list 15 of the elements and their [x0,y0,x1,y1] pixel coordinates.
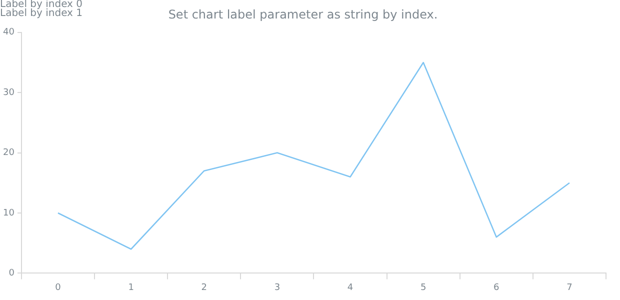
x-tick-label: 3 [274,282,280,293]
x-tick-label: 5 [420,282,426,293]
x-tick-label: 4 [347,282,354,293]
x-tick-label: 6 [494,282,500,293]
y-tick-label: 10 [3,208,15,218]
y-tick-label: 0 [8,268,15,279]
y-tick-label: 20 [3,148,15,158]
y-tick-label: 30 [3,88,15,98]
x-tick-label: 1 [128,282,134,293]
x-tick-label: 0 [55,282,62,293]
chart-title: Set chart label parameter as string by index. [168,7,438,22]
text: Label by index 1 [0,8,82,19]
x-tick-label: 2 [201,282,207,293]
y-tick-label: 40 [3,28,15,38]
x-tick-label: 7 [566,282,572,293]
